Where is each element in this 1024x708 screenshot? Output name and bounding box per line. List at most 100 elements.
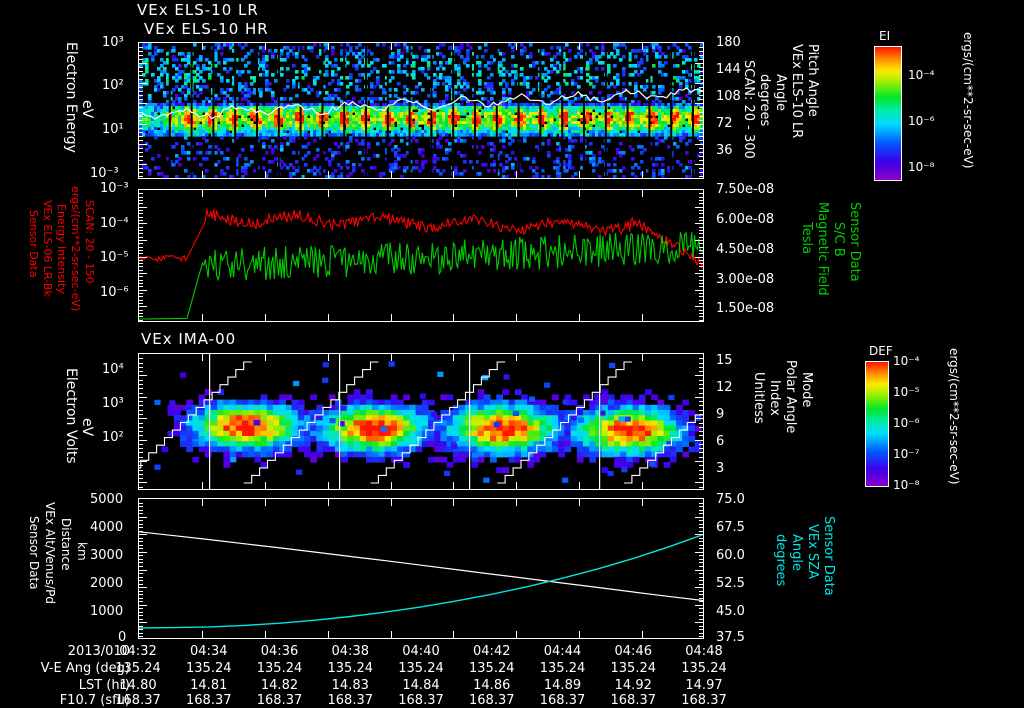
- time-axis-cell: 135.24: [327, 661, 374, 676]
- panel3-y2tick-4: 3: [716, 461, 725, 476]
- time-axis-cell: 168.37: [327, 693, 374, 708]
- time-axis-cell: 168.37: [469, 693, 515, 708]
- time-axis-cell: 14.86: [473, 678, 511, 693]
- panel3-y2tick-0: 15: [716, 353, 733, 368]
- panel4-ytick-3: 2000: [90, 576, 124, 591]
- panel4-plot-area: [138, 498, 704, 639]
- panel4-ytick-5: 0: [118, 630, 127, 645]
- time-axis-cell: 168.37: [115, 693, 161, 708]
- panel4-y2tick-4: 45.0: [716, 604, 745, 619]
- panel3-cb-tick-1: 10⁻⁵: [893, 385, 920, 399]
- panel2-ytick-3: 10⁻⁶: [100, 285, 129, 300]
- panel1-ytick-0: 10³: [102, 35, 124, 50]
- panel1-ytick-1: 10²: [102, 78, 124, 93]
- panel2-line-chart: [139, 208, 703, 320]
- panel2-y2tick-1: 6.00e-08: [716, 212, 775, 227]
- time-axis-cell: 135.24: [256, 661, 303, 676]
- panel2-left-label-5: SCAN: 20 - 150: [83, 200, 96, 284]
- panel3-ytick-2: 10²: [102, 430, 124, 445]
- panel3-cb-tick-2: 10⁻⁶: [893, 416, 920, 430]
- panel3-right-label-3: Index: [767, 380, 782, 416]
- time-axis-cell: 14.97: [685, 678, 723, 693]
- panel2-right-label-1: Sensor Data: [847, 202, 862, 282]
- panel2-ytick-2: 10⁻⁵: [100, 250, 129, 265]
- time-axis-cell: 04:42: [473, 644, 511, 659]
- panel2-y2tick-3: 3.00e-08: [716, 272, 775, 287]
- panel3-right-label-1: Mode: [799, 372, 814, 408]
- panel1-right-label-5: SCAN: 20 - 300: [741, 60, 756, 159]
- time-axis-cell: 168.37: [256, 693, 303, 708]
- time-axis-cell: 168.37: [539, 693, 586, 708]
- panel1-title-line1: VEx ELS-10 LR: [137, 1, 259, 19]
- panel4-left-label-1: Sensor Data: [27, 516, 41, 590]
- panel3-title: VEx IMA-00: [141, 330, 237, 348]
- panel3-ytick-1: 10³: [102, 396, 124, 411]
- panel4-y2tick-0: 75.0: [716, 492, 745, 507]
- panel2-left-label-2: VEx ELS-06 LR-Bk: [41, 200, 54, 297]
- panel4-line-chart: [139, 531, 703, 629]
- time-axis-cell: 14.82: [260, 678, 299, 693]
- panel2-plot-area: [138, 189, 704, 322]
- time-axis-cell: 04:38: [331, 644, 369, 659]
- panel1-colorbar-units: ergs/(cm**2-sr-sec-eV): [961, 32, 975, 169]
- time-axis-cell: 14.89: [543, 678, 582, 693]
- panel3-left-axis-units: eV: [79, 418, 95, 437]
- panel3-cb-tick-3: 10⁻⁷: [893, 447, 920, 461]
- panel2-right-label-3: Magnetic Field: [815, 202, 830, 296]
- time-axis-cell: 04:32: [119, 644, 157, 659]
- panel2-left-label-1: Sensor Data: [27, 210, 40, 278]
- panel1-y2tick-0: 180: [716, 35, 741, 50]
- panel1-right-label-2: VEx ELS-10 LR: [789, 44, 804, 139]
- time-axis-cell: 04:34: [190, 644, 228, 659]
- time-axis-cell: 14.81: [190, 678, 228, 693]
- panel2-right-label-4: Tesla: [799, 222, 814, 255]
- panel4-ytick-4: 1000: [90, 604, 124, 619]
- time-axis-cell: 135.24: [186, 661, 232, 676]
- panel4-y2tick-2: 60.0: [716, 548, 745, 563]
- panel4-right-label-2: VEx SZA: [805, 524, 820, 579]
- time-axis-cell: 14.83: [331, 678, 369, 693]
- panel1-right-label-1: Pitch Angle: [805, 44, 820, 117]
- time-axis-cell: 14.84: [402, 678, 440, 693]
- panel2-left-label-4: ergs/(cm**2-sr-sec-eV): [69, 186, 82, 312]
- panel3-y2tick-3: 6: [716, 434, 725, 449]
- panel1-spectrogram: [139, 43, 703, 178]
- panel3-colorbar-title: DEF: [869, 344, 893, 358]
- time-axis-row-label-2: LST (hr): [78, 678, 130, 693]
- time-axis-cell: 04:40: [402, 644, 440, 659]
- panel4-y2tick-1: 67.5: [716, 520, 745, 535]
- panel1-cb-tick-2: 10⁻⁸: [908, 160, 935, 174]
- time-axis-cell: 168.37: [186, 693, 232, 708]
- panel4-ytick-2: 3000: [90, 548, 124, 563]
- panel1-ytick-2: 10¹: [102, 122, 124, 137]
- panel4-right-label-1: Sensor Data: [821, 516, 836, 596]
- time-axis-row-label-3: F10.7 (sfu): [59, 693, 130, 708]
- panel3-ytick-0: 10⁴: [102, 362, 124, 377]
- time-axis-cell: 135.24: [681, 661, 727, 676]
- panel1-colorbar-title: EI: [879, 29, 891, 43]
- panel1-y2tick-4: 36: [716, 143, 733, 158]
- panel4-right-label-4: degrees: [773, 534, 788, 587]
- time-axis-row-label-0: 2013/010: [67, 644, 130, 659]
- time-axis-cell: 135.24: [610, 661, 657, 676]
- panel3-cb-tick-4: 10⁻⁸: [893, 478, 920, 492]
- panel2-y2tick-4: 1.50e-08: [716, 301, 775, 316]
- time-axis-cell: 14.80: [119, 678, 157, 693]
- panel2-y2tick-2: 4.50e-08: [716, 242, 775, 257]
- time-axis-cell: 14.92: [614, 678, 652, 693]
- panel1-colorbar: [874, 46, 902, 181]
- panel1-right-label-4: degrees: [757, 74, 772, 127]
- time-axis-row-label-1: V-E Ang (deg): [40, 661, 130, 676]
- panel1-title-line2: VEx ELS-10 HR: [144, 20, 269, 38]
- panel1-y2tick-1: 144: [716, 62, 741, 77]
- time-axis-cell: 04:36: [260, 644, 299, 659]
- panel2-ytick-1: 10⁻⁴: [100, 216, 129, 231]
- panel4-y2tick-5: 37.5: [716, 630, 745, 645]
- panel3-colorbar-units: ergs/(cm**2-sr-sec-eV): [947, 348, 961, 485]
- time-axis-cell: 04:44: [543, 644, 582, 659]
- panel3-left-axis-label: Electron Volts: [63, 368, 79, 464]
- time-axis-cell: 168.37: [398, 693, 444, 708]
- panel3-y2tick-1: 12: [716, 380, 733, 395]
- panel1-y2tick-2: 108: [716, 89, 741, 104]
